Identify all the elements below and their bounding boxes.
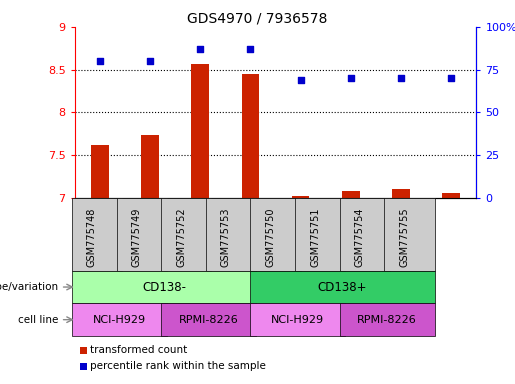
Text: cell line: cell line: [19, 314, 59, 325]
Text: GSM775755: GSM775755: [400, 207, 409, 267]
Bar: [161, 198, 211, 271]
Bar: [250, 303, 345, 336]
Text: NCI-H929: NCI-H929: [271, 314, 324, 325]
Bar: [116, 198, 167, 271]
Text: transformed count: transformed count: [90, 345, 187, 355]
Bar: [250, 198, 301, 271]
Text: GSM775754: GSM775754: [355, 207, 365, 267]
Text: genotype/variation: genotype/variation: [0, 282, 59, 292]
Bar: [250, 271, 435, 303]
Bar: [72, 271, 256, 303]
Bar: [206, 198, 256, 271]
Point: [96, 58, 104, 64]
Text: CD138-: CD138-: [142, 281, 186, 293]
Text: GSM775751: GSM775751: [310, 207, 320, 267]
Text: GSM775748: GSM775748: [87, 207, 97, 267]
Text: percentile rank within the sample: percentile rank within the sample: [90, 361, 266, 371]
Bar: [161, 303, 256, 336]
Bar: [72, 198, 122, 271]
Point: [397, 75, 405, 81]
Bar: [242, 74, 259, 198]
Point: [297, 77, 305, 83]
Text: GSM775753: GSM775753: [221, 207, 231, 267]
Bar: [91, 145, 109, 198]
Text: GSM775749: GSM775749: [132, 207, 142, 267]
Text: CD138+: CD138+: [318, 281, 367, 293]
Point: [146, 58, 154, 64]
Bar: [295, 198, 345, 271]
Bar: [392, 189, 410, 198]
Text: RPMI-8226: RPMI-8226: [357, 314, 417, 325]
Bar: [141, 134, 159, 198]
Bar: [340, 198, 390, 271]
Point: [246, 46, 254, 52]
Bar: [340, 303, 435, 336]
Text: GSM775752: GSM775752: [176, 207, 186, 267]
Text: RPMI-8226: RPMI-8226: [179, 314, 238, 325]
Bar: [442, 194, 460, 198]
Bar: [192, 65, 209, 198]
Text: NCI-H929: NCI-H929: [93, 314, 146, 325]
Point: [196, 46, 204, 52]
Bar: [342, 191, 359, 198]
Text: GDS4970 / 7936578: GDS4970 / 7936578: [187, 12, 328, 25]
Point: [347, 75, 355, 81]
Bar: [80, 346, 87, 354]
Bar: [72, 303, 167, 336]
Bar: [80, 362, 87, 369]
Point: [447, 75, 455, 81]
Text: GSM775750: GSM775750: [266, 207, 276, 267]
Bar: [384, 198, 435, 271]
Bar: [292, 196, 310, 198]
